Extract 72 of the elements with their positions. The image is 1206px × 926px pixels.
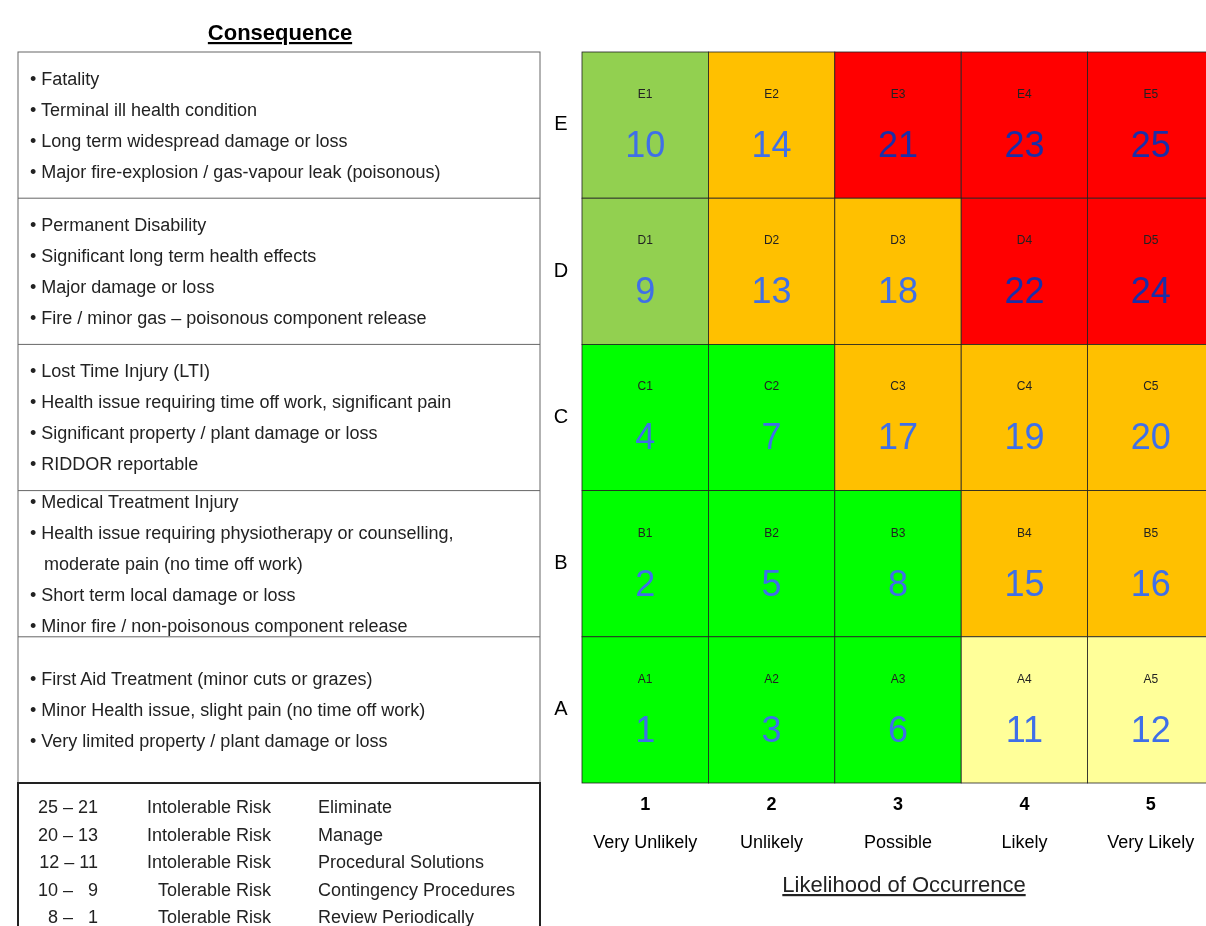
data-label: 14: [751, 124, 792, 165]
annotation: D1: [637, 233, 654, 248]
annotation: E1: [637, 87, 653, 101]
annotation: B1: [637, 525, 653, 540]
data-label: 22: [1004, 270, 1045, 312]
y-tick-label: C: [553, 404, 569, 427]
x-tick-label: 2 Unlikely: [740, 794, 804, 852]
annotation: A5: [1143, 671, 1159, 686]
annotation: D2: [763, 233, 780, 248]
annotation: C1: [637, 379, 654, 394]
data-label: 1: [635, 708, 656, 750]
annotation: E2: [764, 87, 780, 101]
annotation: C3: [890, 379, 906, 394]
data-label: 16: [1130, 562, 1171, 604]
annotation: A4: [1017, 671, 1033, 686]
data-label: 15: [1004, 562, 1045, 604]
data-label: 24: [1130, 270, 1171, 312]
x-tick-label: 4 Likely: [1001, 794, 1048, 852]
annotation: D4: [1016, 233, 1033, 248]
text: 25 – 21 Intolerable Risk Eliminate: [37, 797, 393, 817]
annotation: A2: [764, 671, 780, 686]
text: 20 – 13 Intolerable Risk Manage: [37, 824, 384, 845]
data-label: 6: [887, 708, 909, 750]
annotation: E5: [1143, 87, 1159, 101]
y2-tick-label: • Medical Treatment Injury • Health issue requiring physiotherapy or counselling, moderate pain (no time off work) • Short term local damage or loss • Minor fire / non-poisonous component release: [30, 491, 454, 636]
data-label: 8: [887, 562, 909, 604]
x-tick-label: 1 Very Unlikely: [593, 794, 698, 852]
annotation: C2: [763, 379, 780, 394]
y2-tick-label: • Fatality • Terminal ill health condition • Long term widespread damage or loss • Major fire-explosion / gas-vapour leak (poisonous): [30, 68, 441, 182]
data-label: 3: [761, 708, 782, 750]
data-label: 17: [877, 416, 919, 458]
annotation: B5: [1143, 525, 1159, 540]
y2-tick-label: • Permanent Disability • Significant long term health effects • Major damage or loss • Fire / minor gas – poisonous component release: [30, 214, 427, 328]
y-tick-label: E: [554, 112, 568, 135]
text: 10 – 9 Tolerable Risk Contingency Procedures: [37, 879, 516, 900]
annotation: B3: [890, 525, 906, 540]
annotation: C4: [1016, 379, 1033, 394]
text: 12 – 11 Intolerable Risk Procedural Solutions: [39, 852, 485, 872]
data-label: 7: [761, 416, 782, 458]
x-axis-title: Likelihood of Occurrence: [782, 872, 1026, 897]
annotation: B4: [1017, 525, 1033, 540]
data-label: 11: [1005, 708, 1044, 750]
annotation: E4: [1017, 87, 1033, 101]
x-tick-label: 5 Very Likely: [1107, 794, 1195, 852]
x-tick-label: 3 Possible: [863, 794, 933, 852]
data-label: 2: [635, 562, 656, 604]
annotation: E3: [890, 87, 906, 101]
y-tick-label: A: [554, 697, 569, 720]
annotation: A1: [637, 671, 653, 686]
data-label: 21: [877, 124, 919, 165]
data-label: 18: [877, 270, 919, 312]
annotation: D3: [890, 233, 906, 248]
annotation: C5: [1143, 379, 1159, 394]
annotation: B2: [764, 525, 780, 540]
data-label: 25: [1130, 124, 1171, 165]
data-label: 19: [1004, 416, 1045, 458]
data-label: 12: [1130, 708, 1171, 750]
text: 8 – 1 Tolerable Risk Review Periodically: [47, 907, 475, 926]
y2-tick-label: • First Aid Treatment (minor cuts or grazes) • Minor Health issue, slight pain (no time off work) • Very limited property / plant damage or loss: [30, 668, 426, 751]
annotation: D5: [1143, 233, 1159, 248]
y2-tick-label: • Lost Time Injury (LTI) • Health issue requiring time off work, significant pain • Significant property / plant damage or loss • RIDDOR reportable: [30, 361, 452, 474]
data-label: 10: [625, 124, 666, 165]
data-label: 4: [635, 416, 656, 458]
text: Consequence: [207, 20, 353, 45]
data-label: 13: [751, 270, 792, 312]
data-label: 5: [761, 562, 782, 604]
y-tick-label: B: [554, 550, 568, 573]
data-label: 23: [1004, 124, 1045, 165]
data-label: 9: [635, 270, 656, 312]
y-tick-label: D: [553, 258, 569, 281]
data-label: 20: [1130, 416, 1171, 458]
annotation: A3: [890, 671, 906, 686]
